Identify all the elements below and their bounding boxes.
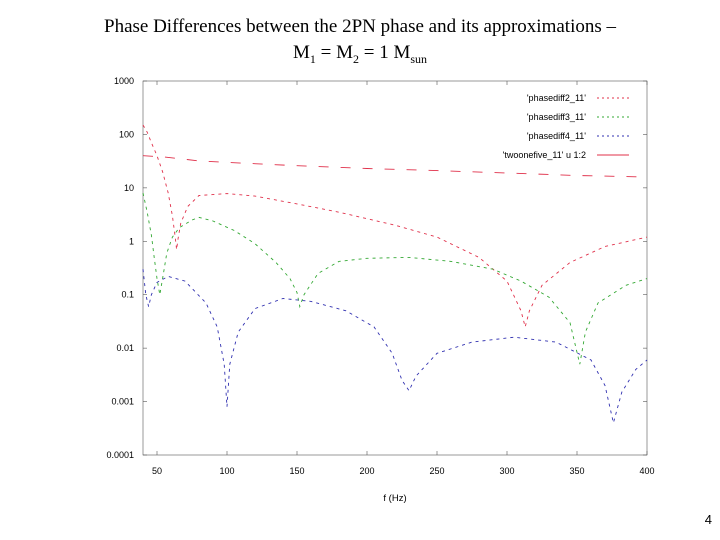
chart-series-layer	[142, 124, 648, 423]
x-axis-label: f (Hz)	[383, 493, 406, 504]
title-sub-1: 1	[309, 51, 316, 66]
slide-title-line2: M1 = M2 = 1 Msun	[0, 40, 720, 72]
slide-title-line1: Phase Differences between the 2PN phase …	[104, 16, 616, 37]
series-line-3	[142, 269, 648, 423]
x-tick-label: 50	[152, 466, 162, 476]
slide-title: Phase Differences between the 2PN phase …	[0, 14, 720, 72]
series-line-1	[142, 124, 648, 329]
title-sub-2: 2	[352, 51, 359, 66]
chart-axes: 1000 100 10 1 0.1 0.01 0.001 0.0001 50 100 150 200 2…	[106, 76, 654, 504]
legend-label-1: 'phasediff2_11'	[527, 93, 586, 103]
legend-label-2: 'phasediff3_11'	[527, 112, 586, 122]
x-tick-label: 100	[219, 466, 234, 476]
title-eq-2: = 1 M	[358, 42, 411, 63]
legend-label-4: 'twoonefive_11' u 1:2	[503, 150, 586, 160]
legend-label-3: 'phasediff4_11'	[527, 131, 586, 141]
x-tick-label: 400	[639, 466, 654, 476]
x-tick-label: 300	[499, 466, 514, 476]
series-line-2	[142, 192, 648, 365]
series-line-4	[142, 155, 648, 178]
title-m: M	[292, 42, 310, 63]
chart-legend: 'phasediff2_11' 'phasediff3_11' 'phasediff…	[503, 93, 629, 160]
page-number: 4	[704, 512, 712, 527]
y-tick-label: 10	[124, 183, 134, 193]
x-tick-label: 350	[569, 466, 584, 476]
y-tick-label: 1	[129, 236, 134, 246]
y-tick-label: 0.01	[116, 343, 134, 353]
y-tick-label: 0.0001	[106, 450, 134, 460]
y-tick-label: 1000	[114, 76, 134, 86]
title-eq-1: = M	[315, 42, 353, 63]
title-sub-3: sun	[410, 51, 428, 66]
y-tick-label: 0.1	[121, 290, 134, 300]
y-tick-label: 100	[119, 129, 134, 139]
x-tick-label: 200	[359, 466, 374, 476]
x-tick-label: 250	[429, 466, 444, 476]
plot-frame	[142, 80, 648, 456]
x-tick-label: 150	[289, 466, 304, 476]
y-tick-label: 0.001	[111, 397, 134, 407]
